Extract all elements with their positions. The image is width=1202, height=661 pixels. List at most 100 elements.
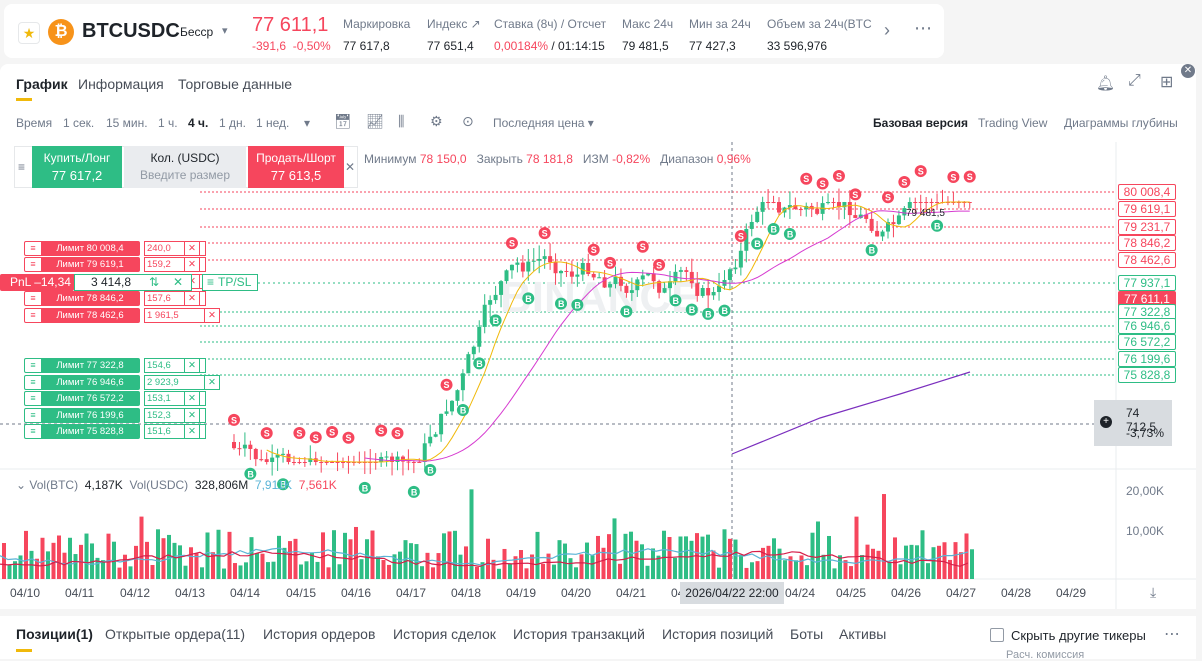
stat-label[interactable]: Индекс ↗ <box>427 17 481 31</box>
candle-body <box>417 462 422 463</box>
drag-handle-icon[interactable]: ≡ <box>30 310 36 320</box>
limit-label: Лимит 76 199,6 <box>41 409 139 422</box>
expand-icon[interactable]: ⤢ <box>1128 72 1141 89</box>
close-icon[interactable]: ✕ <box>345 160 356 174</box>
quantity-field[interactable]: Кол. (USDC) Введите размер <box>124 146 246 188</box>
candle-body <box>771 202 776 203</box>
tpsl-button[interactable]: ≡ TP/SL <box>202 274 258 291</box>
chevron-down-icon[interactable]: ▾ <box>222 25 228 37</box>
view-basic[interactable]: Базовая версия <box>873 116 968 130</box>
drag-handle-icon[interactable]: ≡ <box>30 426 36 436</box>
drag-handle-icon[interactable]: ≡ <box>30 243 36 253</box>
close-icon[interactable]: ✕ <box>184 424 200 439</box>
limit-order-row[interactable]: ≡ Лимит 76 572,2 153,1 ✕ <box>24 391 206 406</box>
limit-order-row[interactable]: ≡ Лимит 77 322,8 154,6 ✕ <box>24 358 206 373</box>
tab-transaction-history[interactable]: История транзакций <box>513 626 645 642</box>
interval-1d[interactable]: 1 дн. <box>219 116 246 130</box>
sell-marker <box>260 427 273 440</box>
bell-icon[interactable]: 🔔︎ <box>1096 75 1116 92</box>
volume-bar <box>651 548 655 579</box>
candle-body <box>569 271 574 277</box>
close-icon[interactable]: ✕ <box>184 358 200 373</box>
close-icon[interactable]: ✕ <box>184 241 200 256</box>
interval-1w[interactable]: 1 нед. <box>256 116 290 130</box>
close-icon[interactable]: ✕ <box>184 291 200 306</box>
tab-open-orders[interactable]: Открытые ордера(11) <box>105 626 246 642</box>
close-icon[interactable]: ✕ <box>184 257 200 272</box>
tab-trade-history[interactable]: История сделок <box>393 626 496 642</box>
tab-position-history[interactable]: История позиций <box>662 626 774 642</box>
tab-order-history[interactable]: История ордеров <box>263 626 376 642</box>
indicator-icon[interactable]: 📈︎ <box>366 113 384 129</box>
volume-bar <box>189 547 193 579</box>
chevron-right-icon[interactable]: › <box>884 20 890 40</box>
limit-order-row[interactable]: ≡ Лимит 79 619,1 159,2 ✕ <box>24 257 206 272</box>
close-icon[interactable]: ✕ <box>204 375 220 390</box>
buy-marker-label: B <box>493 316 500 326</box>
limit-order-row[interactable]: ≡ Лимит 76 946,6 2 923,9 ✕ <box>24 375 220 390</box>
volume-bar <box>513 556 518 579</box>
price-type-select[interactable]: Последняя цена ▾ <box>493 116 594 130</box>
limit-order-row[interactable]: ≡ Лимит 78 846,2 157,6 ✕ <box>24 291 206 306</box>
tab-chart[interactable]: График <box>16 76 68 92</box>
layout-icon[interactable]: ⊞ <box>1160 74 1174 91</box>
interval-4h[interactable]: 4 ч. <box>188 116 209 130</box>
drag-handle-icon[interactable]: ≡ <box>30 293 36 303</box>
interval-1s[interactable]: 1 сек. <box>63 116 95 130</box>
drag-handle-icon[interactable]: ≡ <box>30 360 36 370</box>
symbol-name[interactable]: BTCUSDC <box>82 20 180 42</box>
limit-qty[interactable]: 1 961,5 <box>144 308 206 323</box>
date-tick: 04/25 <box>836 586 867 600</box>
close-icon[interactable]: ✕ <box>204 308 220 323</box>
close-icon[interactable]: ✕ <box>184 408 200 423</box>
candle-type-icon[interactable]: ⫼ <box>398 113 405 129</box>
buy-marker-label: B <box>280 480 287 490</box>
sell-marker <box>538 227 551 240</box>
view-tradingview[interactable]: Trading View <box>978 116 1048 130</box>
buy-long-button[interactable]: Купить/Лонг 77 617,2 <box>32 146 122 188</box>
drag-handle-icon[interactable]: ≡ <box>30 410 36 420</box>
more-icon[interactable]: ⋯ <box>914 18 932 38</box>
tab-positions[interactable]: Позиции(1) <box>16 626 93 642</box>
calendar-icon[interactable]: 📅︎ <box>334 113 352 129</box>
view-depth[interactable]: Диаграммы глубины <box>1064 116 1178 130</box>
volume-bar <box>249 537 254 579</box>
limit-order-row[interactable]: ≡ Лимит 76 199,6 152,3 ✕ <box>24 408 206 423</box>
limit-qty[interactable]: 2 923,9 <box>144 375 206 390</box>
volume-bar <box>178 545 182 579</box>
hide-tickers-checkbox[interactable] <box>990 628 1004 642</box>
volume-bar <box>865 544 870 579</box>
sell-short-button[interactable]: Продать/Шорт 77 613,5 <box>248 146 344 188</box>
scale-reset-icon[interactable]: ⤓ <box>1150 584 1157 600</box>
tab-assets[interactable]: Активы <box>839 626 887 642</box>
interval-dropdown-icon[interactable]: ▾ <box>304 116 311 130</box>
time-button[interactable]: Время <box>16 116 53 130</box>
drag-handle-icon[interactable]: ≡ <box>30 259 36 269</box>
volume-bar <box>662 530 666 579</box>
close-icon[interactable]: ✕ <box>1181 64 1195 78</box>
limit-order-row[interactable]: ≡ Лимит 78 462,6 1 961,5 ✕ <box>24 308 220 323</box>
drag-handle-icon[interactable]: ≡ <box>18 160 26 174</box>
tab-trading-data[interactable]: Торговые данные <box>178 76 293 92</box>
tab-bots[interactable]: Боты <box>790 626 824 642</box>
position-size[interactable]: 3 414,8 ⇅ ✕ <box>74 274 192 291</box>
drag-handle-icon[interactable]: ≡ <box>30 393 36 403</box>
close-icon[interactable]: ✕ <box>184 391 200 406</box>
buy-marker-label: B <box>787 229 794 239</box>
more-icon[interactable]: ⋯ <box>1164 626 1180 643</box>
target-icon[interactable]: ⊙ <box>462 113 474 129</box>
candle-body <box>471 346 476 355</box>
interval-1h[interactable]: 1 ч. <box>158 116 178 130</box>
contract-type[interactable]: Бесср <box>180 25 214 39</box>
pnl-label[interactable]: PnL –14,34 <box>0 274 74 291</box>
favorite-star-icon[interactable]: ★ <box>18 22 40 44</box>
date-tick: 04/20 <box>561 586 592 600</box>
drag-handle-icon[interactable]: ≡ <box>30 377 36 387</box>
interval-15m[interactable]: 15 мин. <box>106 116 148 130</box>
tab-info[interactable]: Информация <box>78 76 164 92</box>
limit-order-row[interactable]: ≡ Лимит 75 828,8 151,6 ✕ <box>24 424 206 439</box>
settings-icon[interactable]: ⚙ <box>430 113 443 129</box>
add-order-icon[interactable]: + <box>1100 416 1112 428</box>
limit-order-row[interactable]: ≡ Лимит 80 008,4 240,0 ✕ <box>24 241 206 256</box>
